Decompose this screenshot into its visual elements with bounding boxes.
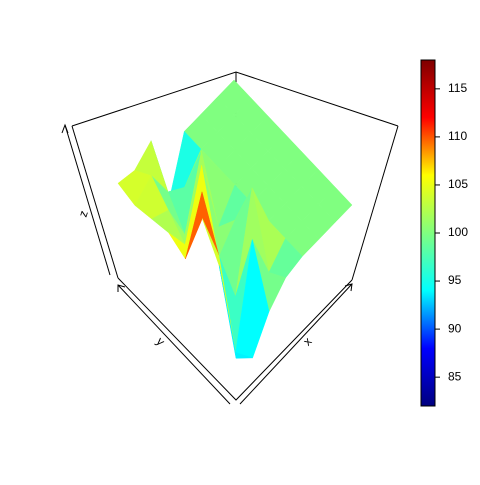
x-axis-arrow — [239, 283, 353, 405]
y-axis-arrow — [117, 284, 231, 405]
z-axis-label: z — [76, 209, 91, 219]
surface-patch — [218, 265, 253, 359]
box-edge — [117, 277, 353, 401]
colorbar-tick-label: 90 — [448, 321, 462, 335]
x-axis-label: x — [300, 334, 314, 348]
colorbar-tick-label: 100 — [448, 225, 468, 239]
y-axis-label: y — [154, 334, 168, 348]
colorbar: 85 90 95 100 105 110 115 — [420, 59, 468, 407]
colorbar-tick-label: 85 — [448, 369, 462, 383]
colorbar-tick-label: 105 — [448, 177, 468, 191]
colorbar-scale — [420, 59, 436, 407]
box-edge — [71, 125, 119, 279]
box-edge — [351, 125, 399, 281]
colorbar-tick-label: 110 — [448, 129, 467, 143]
z-axis-arrow — [64, 124, 111, 276]
colorbar-tick-label: 95 — [448, 273, 462, 287]
surface — [117, 79, 353, 359]
arrow-head — [61, 123, 69, 134]
arrow-head — [344, 283, 353, 292]
arrow-head — [117, 284, 126, 292]
colorbar-tick-label: 115 — [448, 81, 467, 95]
